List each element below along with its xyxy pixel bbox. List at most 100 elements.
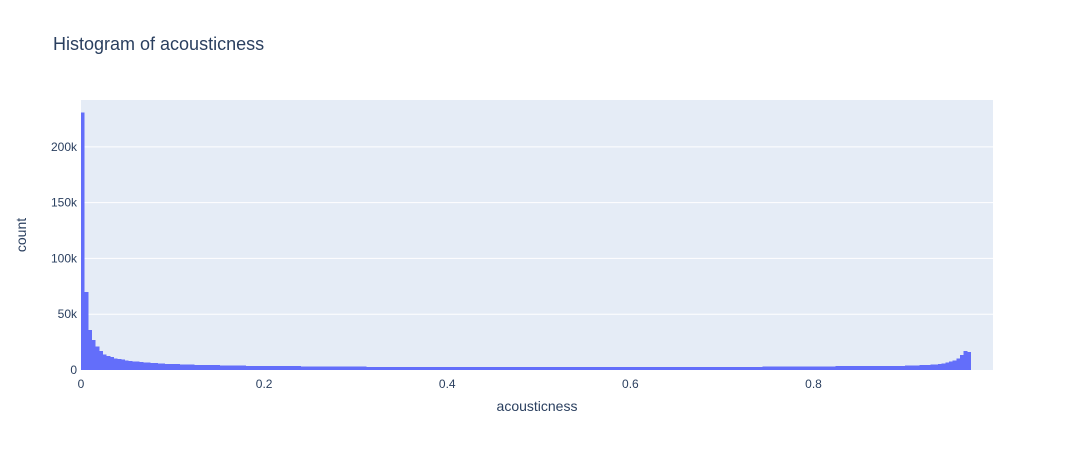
histogram-bar — [286, 366, 290, 370]
histogram-bar — [571, 366, 576, 370]
histogram-bar — [597, 366, 602, 370]
histogram-bar — [363, 366, 367, 370]
histogram-bar — [322, 366, 327, 370]
histogram-bar — [564, 366, 569, 370]
histogram-bar — [458, 366, 462, 370]
histogram-bar — [678, 366, 682, 370]
histogram-bar — [542, 366, 547, 370]
histogram-bar — [674, 366, 679, 370]
histogram-bar — [623, 366, 627, 370]
histogram-bar — [634, 366, 638, 370]
histogram-bar — [465, 366, 470, 370]
histogram-bar — [99, 351, 103, 370]
histogram-bar — [245, 365, 250, 370]
histogram-bar — [157, 363, 162, 370]
histogram-bar — [604, 366, 609, 370]
histogram-bar — [637, 366, 642, 370]
histogram-bar — [242, 365, 246, 370]
histogram-bar — [315, 366, 320, 370]
histogram-bar — [399, 366, 404, 370]
histogram-bar — [395, 366, 400, 370]
histogram-bar — [406, 366, 411, 370]
plot-area — [81, 100, 993, 370]
y-axis-ticks: 0 50k 100k 150k 200k — [51, 140, 78, 377]
histogram-bar — [513, 366, 517, 370]
histogram-bar — [941, 363, 946, 370]
histogram-bar — [729, 366, 733, 370]
histogram-bar — [630, 366, 635, 370]
histogram-bar — [249, 365, 254, 370]
histogram-bar — [308, 366, 312, 370]
histogram-bar — [102, 354, 107, 370]
histogram-bar — [516, 366, 521, 370]
histogram-bar — [791, 366, 796, 370]
histogram-bar — [289, 366, 294, 370]
histogram-bar — [176, 364, 180, 370]
histogram-bar — [538, 366, 543, 370]
histogram-bar — [293, 366, 298, 370]
histogram-bar — [747, 366, 752, 370]
histogram-bar — [923, 365, 928, 370]
y-tick-label: 200k — [51, 140, 78, 154]
histogram-bar — [648, 366, 653, 370]
histogram-bar — [667, 366, 671, 370]
histogram-bar — [231, 365, 235, 370]
histogram-bar — [813, 366, 818, 370]
histogram-bar — [696, 366, 700, 370]
histogram-bar — [652, 366, 657, 370]
histogram-bar — [710, 366, 715, 370]
histogram-bar — [535, 366, 539, 370]
histogram-bar — [95, 346, 100, 370]
histogram-bar — [359, 366, 364, 370]
histogram-bar — [480, 366, 484, 370]
histogram-bar — [740, 366, 744, 370]
histogram-bar — [190, 364, 195, 370]
histogram-bar — [425, 366, 429, 370]
histogram-bar — [590, 366, 594, 370]
histogram-bar — [260, 365, 265, 370]
histogram-bar — [839, 366, 843, 370]
histogram-bar — [912, 365, 917, 370]
histogram-bar — [732, 366, 737, 370]
histogram-bar — [502, 366, 506, 370]
histogram-bar — [403, 366, 407, 370]
histogram-bar — [795, 366, 799, 370]
histogram-bar — [253, 365, 257, 370]
histogram-bar — [699, 366, 704, 370]
histogram-bar — [685, 366, 689, 370]
histogram-bar — [282, 366, 287, 370]
histogram-bar — [894, 365, 898, 370]
histogram-bar — [520, 366, 525, 370]
histogram-bar — [267, 365, 272, 370]
histogram-bar — [945, 362, 950, 370]
histogram-bar — [769, 366, 774, 370]
histogram-bar — [117, 359, 122, 370]
x-axis-ticks: 0 0.2 0.4 0.6 0.8 — [78, 377, 823, 391]
histogram-bar — [853, 366, 858, 370]
histogram-bar — [432, 366, 437, 370]
histogram-bar — [751, 366, 755, 370]
histogram-bar — [956, 358, 961, 370]
x-tick-label: 0.6 — [622, 377, 639, 391]
histogram-bar — [300, 366, 305, 370]
histogram-bar — [938, 363, 942, 370]
histogram-bar — [601, 366, 605, 370]
histogram-bar — [743, 366, 748, 370]
histogram-bar — [461, 366, 466, 370]
histogram-bar — [352, 366, 356, 370]
histogram-bar — [579, 366, 583, 370]
grid-lines — [81, 146, 993, 315]
histogram-bar — [549, 366, 554, 370]
histogram-bar — [209, 365, 213, 370]
histogram-bar — [205, 364, 210, 370]
histogram-bar — [498, 366, 503, 370]
histogram-bar — [934, 364, 939, 370]
histogram-bar — [967, 352, 972, 370]
histogram-bar — [476, 366, 481, 370]
histogram-bar — [568, 366, 572, 370]
x-tick-label: 0 — [78, 377, 85, 391]
histogram-bar — [121, 359, 125, 370]
histogram-bar — [234, 365, 239, 370]
histogram-bar — [619, 366, 624, 370]
